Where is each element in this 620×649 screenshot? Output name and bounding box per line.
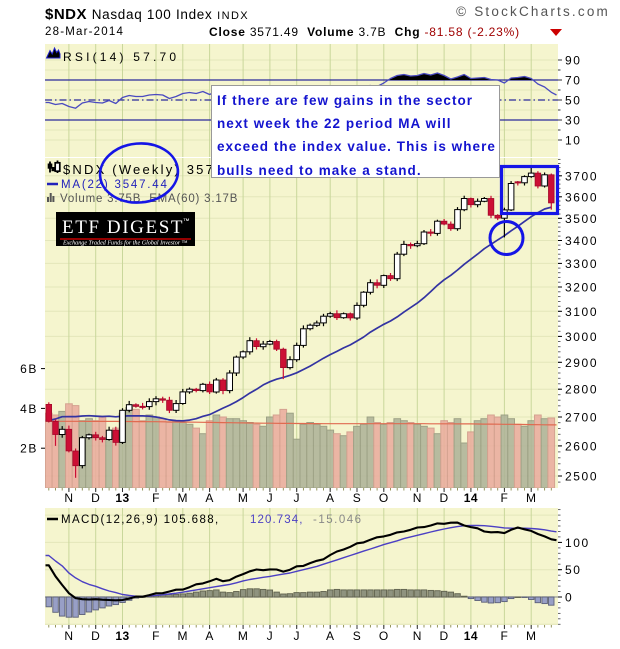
- svg-text:14: 14: [464, 491, 478, 505]
- svg-text:N: N: [413, 491, 422, 505]
- svg-text:A: A: [205, 629, 214, 643]
- svg-text:A: A: [326, 491, 335, 505]
- svg-text:3000: 3000: [565, 330, 598, 344]
- svg-text:A: A: [326, 629, 335, 643]
- svg-text:M: M: [526, 491, 537, 505]
- svg-text:13: 13: [115, 491, 129, 505]
- svg-text:13: 13: [115, 629, 129, 643]
- svg-text:J: J: [293, 491, 300, 505]
- svg-text:D: D: [440, 629, 449, 643]
- svg-text:3600: 3600: [565, 190, 598, 204]
- svg-text:RSI(14) 57.70: RSI(14) 57.70: [63, 50, 179, 64]
- svg-text:F: F: [500, 629, 508, 643]
- svg-text:3700: 3700: [565, 169, 598, 183]
- svg-text:120.734,: 120.734,: [250, 514, 304, 526]
- svg-text:M: M: [526, 629, 537, 643]
- svg-text:™: ™: [183, 218, 190, 225]
- svg-text:6B: 6B: [20, 362, 38, 376]
- svg-text:14: 14: [464, 629, 478, 643]
- svg-text:50: 50: [565, 94, 582, 108]
- svg-text:3500: 3500: [565, 212, 598, 226]
- svg-text:A: A: [205, 491, 214, 505]
- svg-text:S: S: [353, 491, 362, 505]
- svg-text:D: D: [440, 491, 449, 505]
- svg-text:3300: 3300: [565, 257, 598, 271]
- svg-text:2B: 2B: [20, 442, 38, 456]
- svg-text:4B: 4B: [20, 402, 38, 416]
- svg-text:3200: 3200: [565, 281, 598, 295]
- svg-text:F: F: [152, 629, 160, 643]
- svg-text:2900: 2900: [565, 356, 598, 370]
- svg-text:F: F: [500, 491, 508, 505]
- svg-text:N: N: [413, 629, 422, 643]
- svg-text:2600: 2600: [565, 439, 598, 453]
- svg-text:30: 30: [565, 114, 582, 128]
- svg-text:-15.046: -15.046: [313, 514, 363, 526]
- svg-text:2500: 2500: [565, 470, 598, 484]
- svg-text:2700: 2700: [565, 411, 598, 425]
- svg-text:MACD(12,26,9) 105.688,: MACD(12,26,9) 105.688,: [61, 514, 220, 526]
- svg-text:J: J: [267, 491, 274, 505]
- svg-text:Exchange Traded Funds for the: Exchange Traded Funds for the Global Inv…: [62, 240, 188, 247]
- svg-text:S: S: [353, 629, 362, 643]
- svg-text:O: O: [379, 629, 389, 643]
- svg-text:ETF DIGEST: ETF DIGEST: [62, 217, 184, 238]
- svg-text:MA(22) 3547.44: MA(22) 3547.44: [61, 179, 169, 191]
- svg-text:M: M: [238, 491, 249, 505]
- svg-text:70: 70: [565, 74, 582, 88]
- svg-text:O: O: [379, 491, 389, 505]
- svg-text:2800: 2800: [565, 383, 598, 397]
- svg-text:N: N: [64, 491, 73, 505]
- svg-text:M: M: [178, 491, 189, 505]
- svg-text:90: 90: [565, 54, 582, 68]
- svg-text:10: 10: [565, 134, 582, 148]
- svg-text:0: 0: [565, 591, 573, 605]
- svg-text:D: D: [91, 629, 100, 643]
- svg-text:N: N: [64, 629, 73, 643]
- svg-text:3400: 3400: [565, 234, 598, 248]
- svg-text:$NDX (Weekly) 357: $NDX (Weekly) 357: [63, 162, 215, 177]
- svg-text:J: J: [267, 629, 274, 643]
- svg-text:M: M: [178, 629, 189, 643]
- svg-text:J: J: [293, 629, 300, 643]
- svg-text:D: D: [91, 491, 100, 505]
- svg-text:F: F: [152, 491, 160, 505]
- svg-text:100: 100: [565, 536, 590, 550]
- svg-text:50: 50: [565, 563, 582, 577]
- svg-text:M: M: [238, 629, 249, 643]
- svg-text:Volume 3.75B, EMA(60) 3.17B: Volume 3.75B, EMA(60) 3.17B: [60, 193, 238, 205]
- svg-text:3100: 3100: [565, 305, 598, 319]
